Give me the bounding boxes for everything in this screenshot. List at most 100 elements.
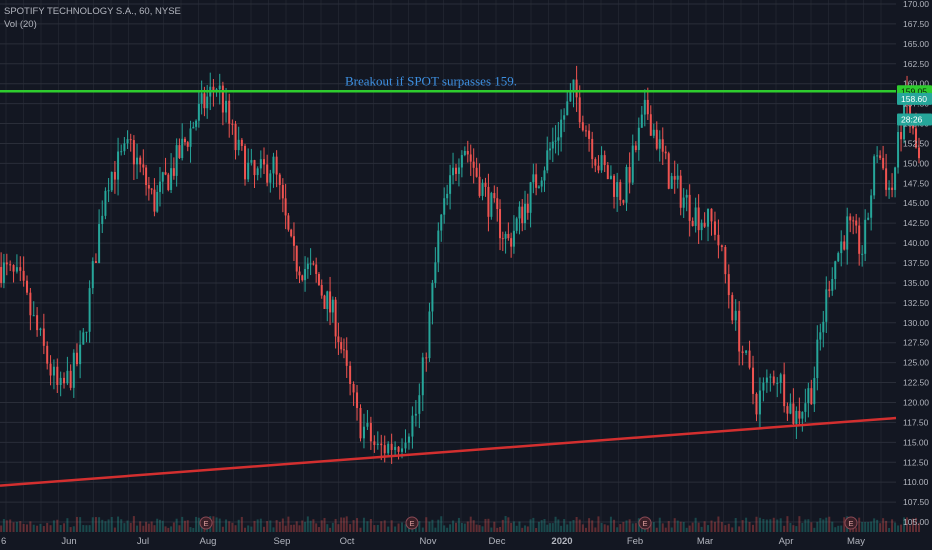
earnings-marker: E <box>405 516 419 530</box>
support-trendline[interactable] <box>0 416 897 487</box>
candle-body <box>813 378 816 405</box>
volume-bar <box>813 527 816 532</box>
candle-body <box>425 357 428 359</box>
volume-bar <box>628 519 631 532</box>
volume-bar <box>493 521 496 532</box>
volume-bar <box>284 525 287 532</box>
candle-body <box>594 159 597 166</box>
breakout-annotation[interactable]: Breakout if SPOT surpasses 159. <box>345 73 517 88</box>
volume-bar <box>52 520 55 532</box>
volume-bar <box>783 525 786 532</box>
volume-bar <box>524 525 527 532</box>
candle-body <box>776 382 779 384</box>
time-tick-label: Aug <box>200 536 217 547</box>
candle-body <box>640 114 643 128</box>
volume-bar <box>59 524 62 532</box>
candle-body <box>142 164 145 168</box>
candle-body <box>269 173 272 183</box>
price-axis[interactable]: 105.00 107.50 110.00 112.50 115.00 117.50 120.… <box>903 0 929 527</box>
candle-body <box>697 207 700 231</box>
price-tick-label: 112.50 <box>903 457 929 467</box>
candle-body <box>496 198 499 210</box>
volume-bar <box>472 520 475 532</box>
candle-body <box>852 220 855 222</box>
candle-body <box>891 187 894 190</box>
candle-body <box>867 217 870 220</box>
countdown-label: 28:26 <box>901 115 923 125</box>
candle-body <box>203 93 206 109</box>
volume-bar <box>619 524 622 532</box>
volume-bar <box>670 527 673 532</box>
volume-bar <box>918 522 920 532</box>
volume-bar <box>876 519 879 532</box>
candle-body <box>373 441 376 445</box>
candle-body <box>504 233 507 239</box>
volume-bar <box>22 523 25 532</box>
volume-bar <box>840 525 843 532</box>
volume-bar <box>707 525 710 532</box>
volume-bar <box>594 527 597 532</box>
candle-body <box>281 184 284 199</box>
price-tick-label: 110.00 <box>903 477 929 487</box>
volume-bar <box>2 518 5 532</box>
time-axis[interactable]: 6 Jun Jul Aug Sep Oct Nov Dec 2020 Feb Mar Apr May <box>1 536 865 547</box>
candle-body <box>22 270 25 281</box>
volume-bar <box>507 517 510 532</box>
volume-bar <box>178 525 181 532</box>
candle-body <box>9 264 12 266</box>
candle-body <box>861 253 864 255</box>
volume-bar <box>221 526 224 532</box>
candle-body <box>156 191 159 212</box>
volume-bar <box>164 526 167 532</box>
volume-bar <box>123 523 126 532</box>
candle-body <box>727 274 730 296</box>
candle-body <box>172 168 175 176</box>
candle-body <box>655 129 658 149</box>
volume-bar <box>139 521 142 532</box>
candle-body <box>262 159 265 165</box>
candle-body <box>819 332 822 340</box>
candle-body <box>244 145 247 180</box>
candle-body <box>745 350 748 353</box>
volume-bar <box>153 525 156 532</box>
candle-body <box>649 114 652 136</box>
candle-body <box>720 245 723 247</box>
volume-bar <box>167 527 170 532</box>
volume-bar <box>272 527 275 532</box>
candle-body <box>147 185 150 189</box>
candle-body <box>783 374 786 407</box>
volume-bar <box>362 517 365 532</box>
countdown-badge <box>897 113 932 126</box>
candle-body <box>331 299 334 313</box>
volume-bar <box>183 520 186 532</box>
candle-body <box>394 446 397 450</box>
candle-body <box>234 123 237 151</box>
candle-body <box>840 241 843 254</box>
volume-bar <box>661 523 664 532</box>
volume-bar <box>463 523 466 532</box>
candle-body <box>284 198 287 216</box>
volume-bar <box>915 517 918 532</box>
price-tick-label: 107.50 <box>903 497 929 507</box>
volume-bar <box>569 521 572 532</box>
volume-bar <box>727 523 730 532</box>
volume-bar <box>301 520 304 532</box>
volume-bar <box>575 516 578 532</box>
candle-body <box>349 365 352 384</box>
volume-bar <box>373 525 376 532</box>
candle-body <box>170 168 173 190</box>
volume-bar <box>673 518 676 532</box>
candle-body <box>518 206 521 219</box>
volume-bar <box>150 521 153 532</box>
volume-bar <box>75 516 78 532</box>
candle-body <box>158 181 161 192</box>
candle-body <box>894 167 897 190</box>
volume-bar <box>694 517 697 532</box>
volume-bar <box>697 522 700 532</box>
candle-body <box>104 190 107 216</box>
candle-body <box>879 155 882 158</box>
earnings-marker: E <box>638 516 652 530</box>
volume-bar <box>496 527 499 532</box>
volume-bar <box>237 519 240 532</box>
